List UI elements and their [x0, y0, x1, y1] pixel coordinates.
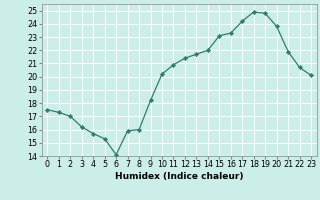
X-axis label: Humidex (Indice chaleur): Humidex (Indice chaleur): [115, 172, 244, 181]
